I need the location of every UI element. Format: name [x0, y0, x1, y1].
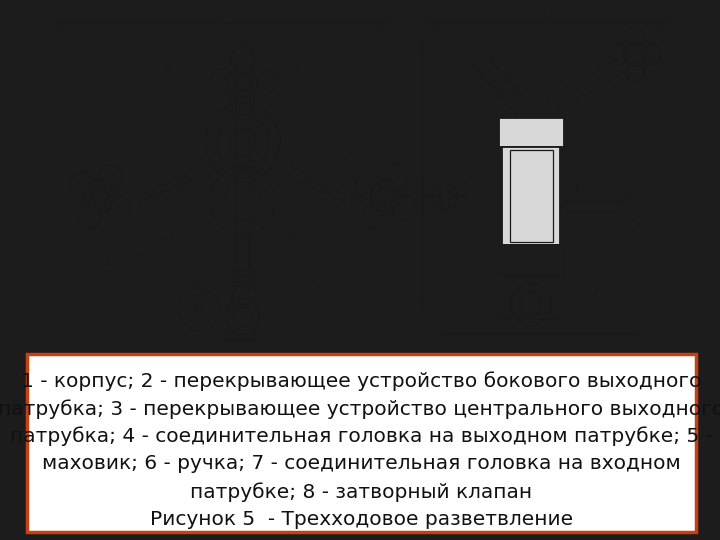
Bar — [510, 151, 553, 242]
Text: Н: Н — [542, 11, 552, 24]
Text: 6: 6 — [306, 275, 314, 288]
Text: патрубке; 8 - затворный клапан: патрубке; 8 - затворный клапан — [190, 482, 533, 502]
FancyBboxPatch shape — [27, 354, 696, 532]
Text: 2: 2 — [153, 191, 161, 204]
Bar — [499, 245, 564, 275]
Text: 9.1: 9.1 — [191, 304, 207, 314]
Text: патрубка; 3 - перекрывающее устройство центрального выходного: патрубка; 3 - перекрывающее устройство ц… — [0, 399, 720, 419]
Bar — [232, 285, 253, 304]
Bar — [237, 231, 248, 275]
Text: L: L — [428, 167, 435, 180]
Text: 1: 1 — [104, 255, 112, 268]
Text: 2: 2 — [348, 191, 356, 204]
Text: 3: 3 — [168, 162, 176, 175]
Text: Рисунок 5  - Трехходовое разветвление: Рисунок 5 - Трехходовое разветвление — [150, 510, 573, 529]
Ellipse shape — [518, 166, 544, 237]
Text: В: В — [217, 11, 225, 24]
Bar — [499, 118, 564, 147]
Text: 1 - корпус; 2 - перекрывающее устройство бокового выходного: 1 - корпус; 2 - перекрывающее устройство… — [22, 372, 701, 391]
Text: 7: 7 — [593, 285, 601, 298]
Text: 5: 5 — [292, 63, 300, 76]
Text: 8: 8 — [570, 181, 578, 194]
Bar — [232, 270, 253, 282]
Text: патрубка; 4 - соединительная головка на выходном патрубке; 5 -: патрубка; 4 - соединительная головка на … — [10, 427, 713, 447]
Bar — [503, 147, 560, 245]
Text: 4: 4 — [165, 62, 202, 92]
Text: маховик; 6 - ручка; 7 - соединительная головка на входном: маховик; 6 - ручка; 7 - соединительная г… — [42, 454, 681, 474]
Text: 4: 4 — [348, 147, 356, 160]
